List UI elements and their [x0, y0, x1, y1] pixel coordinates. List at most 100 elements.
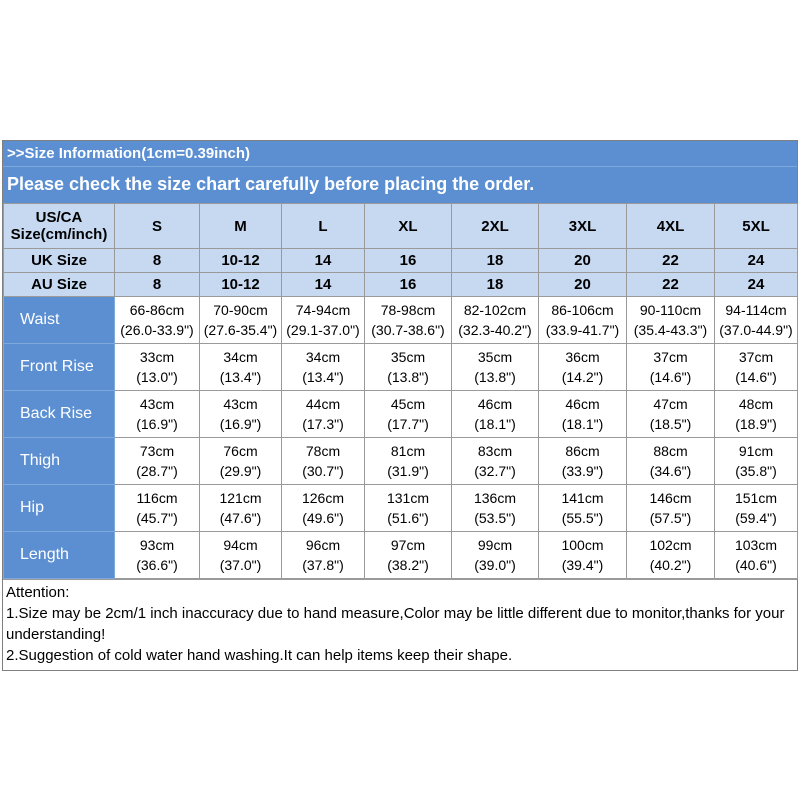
measurement-cell: 48cm (18.9"): [714, 390, 798, 438]
measurement-inch: (14.2"): [561, 369, 604, 385]
uk-size-row: UK Size 8 10-12 14 16 18 20 22 24: [3, 248, 798, 273]
uk-size-value: 22: [626, 248, 715, 273]
corner-header: US/CA Size(cm/inch): [3, 203, 115, 249]
measurement-cell: 141cm (55.5"): [538, 484, 627, 532]
measurement-cm: 78cm: [305, 443, 341, 459]
measurement-inch: (40.6"): [735, 557, 777, 573]
measurement-cell: 47cm (18.5"): [626, 390, 715, 438]
measurement-cm: 103cm: [734, 537, 778, 553]
measurement-cell: 44cm (17.3"): [281, 390, 365, 438]
measurement-cell: 74-94cm (29.1-37.0"): [281, 296, 365, 344]
measurement-label: Length: [3, 531, 115, 579]
measurement-cell: 94cm (37.0"): [199, 531, 282, 579]
measurement-cell: 136cm (53.5"): [451, 484, 539, 532]
measurement-inch: (49.6"): [302, 510, 344, 526]
measurement-inch: (29.1-37.0"): [286, 322, 360, 338]
measurement-inch: (30.7-38.6"): [371, 322, 445, 338]
measurement-cell: 46cm (18.1"): [451, 390, 539, 438]
au-size-value: 16: [364, 272, 452, 297]
measurement-cm: 141cm: [561, 490, 604, 506]
measurement-inch: (40.2"): [649, 557, 692, 573]
measurement-cell: 83cm (32.7"): [451, 437, 539, 485]
measurement-cm: 35cm: [390, 349, 426, 365]
measurement-cm: 74-94cm: [295, 302, 351, 318]
measurement-cell: 102cm (40.2"): [626, 531, 715, 579]
measurement-cm: 94cm: [223, 537, 258, 553]
measurement-cell: 43cm (16.9"): [114, 390, 200, 438]
measurement-cell: 46cm (18.1"): [538, 390, 627, 438]
attention-title: Attention:: [6, 584, 70, 601]
measurement-cm: 91cm: [738, 443, 774, 459]
size-info-banner: >>Size Information(1cm=0.39inch) Please …: [3, 141, 797, 203]
measurement-cm: 151cm: [734, 490, 778, 506]
measurement-cm: 146cm: [649, 490, 692, 506]
measurement-cell: 90-110cm (35.4-43.3"): [626, 296, 715, 344]
measurement-inch: (27.6-35.4"): [203, 322, 278, 338]
measurement-cell: 34cm (13.4"): [199, 343, 282, 391]
size-label: 3XL: [538, 203, 627, 249]
measurement-cm: 116cm: [136, 490, 178, 506]
measurement-inch: (30.7"): [302, 463, 344, 479]
measurement-cm: 94-114cm: [725, 302, 787, 318]
measurement-inch: (37.0"): [219, 557, 262, 573]
measurement-cell: 88cm (34.6"): [626, 437, 715, 485]
measurement-inch: (18.5"): [649, 416, 692, 432]
measurement-cell: 73cm (28.7"): [114, 437, 200, 485]
measurement-row: Hip 116cm (45.7") 121cm (47.6") 126cm (49.6") 1…: [3, 484, 798, 532]
measurement-cell: 97cm (38.2"): [364, 531, 452, 579]
measurement-inch: (13.8"): [387, 369, 429, 385]
measurement-cm: 126cm: [301, 490, 345, 506]
measurement-cm: 46cm: [477, 396, 513, 412]
measurement-cm: 45cm: [390, 396, 426, 412]
measurement-cell: 81cm (31.9"): [364, 437, 452, 485]
measurement-inch: (18.9"): [735, 416, 777, 432]
measurement-inch: (33.9"): [561, 463, 604, 479]
measurement-inch: (16.9"): [136, 416, 178, 432]
measurement-cm: 73cm: [139, 443, 175, 459]
au-size-value: 10-12: [199, 272, 282, 297]
measurement-cm: 43cm: [223, 396, 258, 412]
measurement-inch: (28.7"): [136, 463, 178, 479]
measurement-cell: 116cm (45.7"): [114, 484, 200, 532]
measurement-inch: (39.4"): [561, 557, 604, 573]
measurement-cell: 91cm (35.8"): [714, 437, 798, 485]
size-label: S: [114, 203, 200, 249]
uk-size-value: 16: [364, 248, 452, 273]
measurement-cm: 76cm: [223, 443, 258, 459]
au-size-value: 22: [626, 272, 715, 297]
measurement-label: Hip: [3, 484, 115, 532]
measurement-inch: (39.0"): [474, 557, 516, 573]
measurement-cm: 81cm: [390, 443, 426, 459]
size-header-row: US/CA Size(cm/inch) S M L XL 2XL 3XL 4XL 5XL: [3, 203, 798, 249]
measurement-inch: (13.4"): [219, 369, 262, 385]
attention-notes: Attention: 1.Size may be 2cm/1 inch inac…: [3, 579, 797, 670]
measurement-row: Thigh 73cm (28.7") 76cm (29.9") 78cm (30.7") 81…: [3, 437, 798, 485]
measurement-inch: (36.6"): [136, 557, 178, 573]
uk-size-value: 8: [114, 248, 200, 273]
measurement-inch: (18.1"): [561, 416, 604, 432]
measurement-label: Front Rise: [3, 343, 115, 391]
measurement-cell: 36cm (14.2"): [538, 343, 627, 391]
measurement-cell: 93cm (36.6"): [114, 531, 200, 579]
measurement-cell: 94-114cm (37.0-44.9"): [714, 296, 798, 344]
measurement-cm: 36cm: [565, 349, 600, 365]
measurement-inch: (18.1"): [474, 416, 516, 432]
measurement-cell: 45cm (17.7"): [364, 390, 452, 438]
au-size-value: 18: [451, 272, 539, 297]
measurement-inch: (59.4"): [735, 510, 777, 526]
measurement-cm: 33cm: [139, 349, 175, 365]
measurement-cm: 93cm: [139, 537, 175, 553]
measurement-cell: 99cm (39.0"): [451, 531, 539, 579]
measurement-inch: (47.6"): [219, 510, 262, 526]
measurement-cm: 131cm: [386, 490, 430, 506]
size-label: M: [199, 203, 282, 249]
measurement-cm: 90-110cm: [639, 302, 702, 318]
au-size-row-label: AU Size: [3, 272, 115, 297]
measurement-cm: 37cm: [738, 349, 774, 365]
measurement-cm: 99cm: [477, 537, 513, 553]
measurement-inch: (14.6"): [735, 369, 777, 385]
measurement-row: Waist 66-86cm (26.0-33.9") 70-90cm (27.6-35.…: [3, 296, 798, 344]
measurement-cm: 82-102cm: [463, 302, 527, 318]
measurement-cell: 121cm (47.6"): [199, 484, 282, 532]
measurement-cm: 46cm: [565, 396, 600, 412]
